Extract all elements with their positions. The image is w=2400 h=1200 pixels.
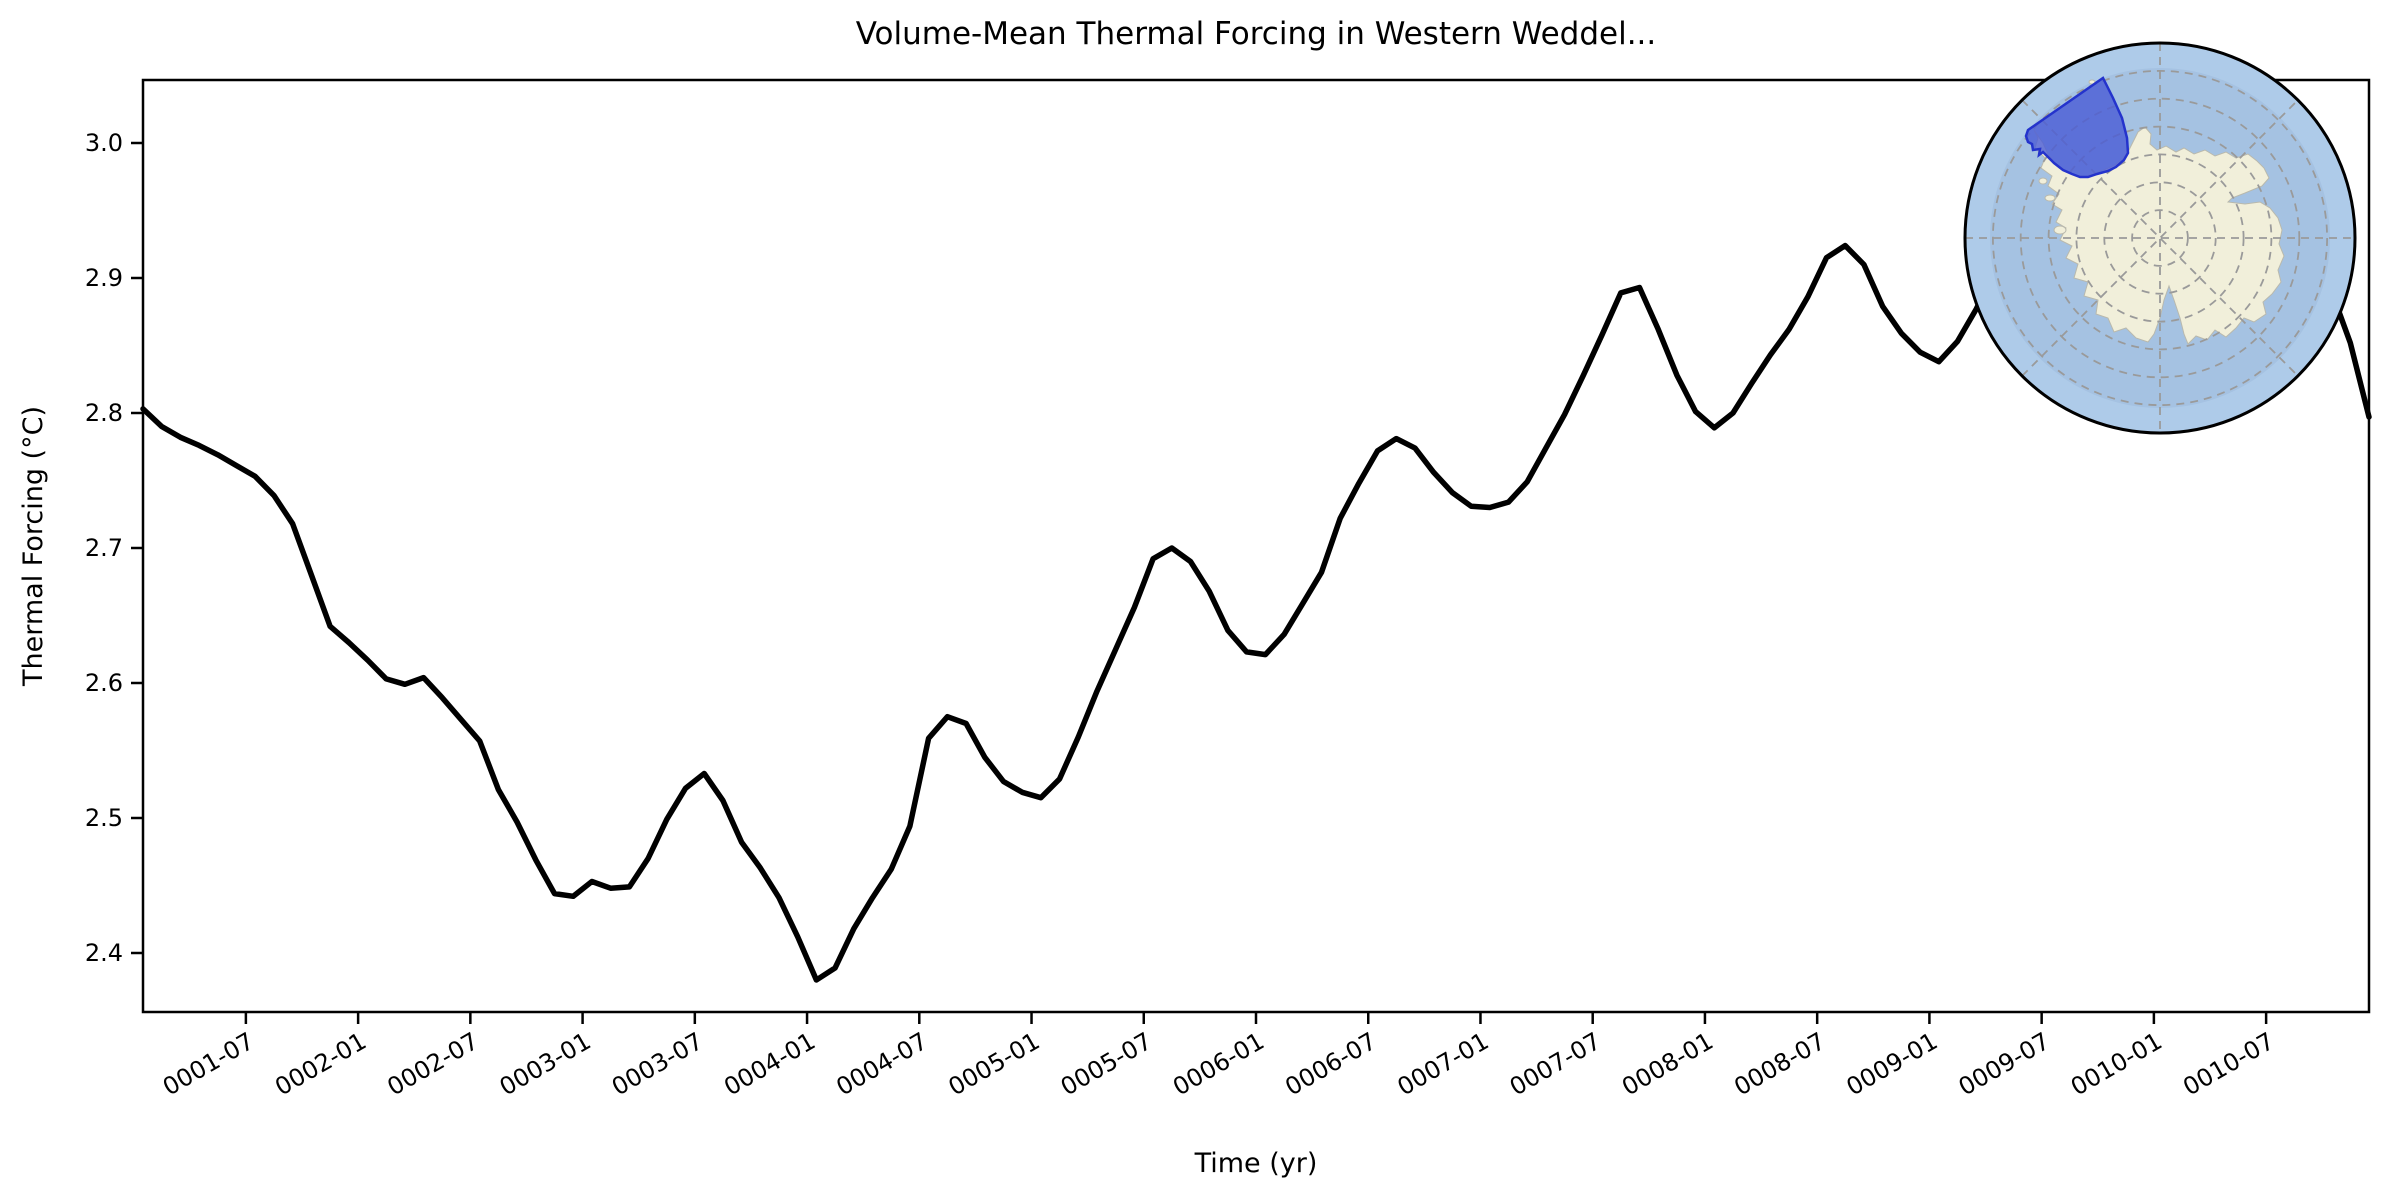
- y-tick-label: 2.6: [85, 669, 123, 697]
- x-tick-label: 0010-07: [2178, 1027, 2279, 1101]
- x-tick-label: 0010-01: [2066, 1027, 2167, 1101]
- x-tick-label: 0009-07: [1954, 1027, 2055, 1101]
- chart-title: Volume-Mean Thermal Forcing in Western W…: [856, 16, 1657, 52]
- x-tick-label: 0007-07: [1505, 1027, 1606, 1101]
- y-tick-label: 2.8: [85, 399, 123, 427]
- x-tick-label: 0007-01: [1393, 1027, 1494, 1101]
- x-tick-label: 0002-01: [270, 1027, 371, 1101]
- y-axis-label: Thermal Forcing (°C): [18, 406, 49, 687]
- inset-map-antarctica: [1963, 41, 2357, 435]
- y-tick-label: 2.9: [85, 264, 123, 292]
- graticule-lines: [1965, 43, 2355, 433]
- y-tick-label: 2.5: [85, 804, 123, 832]
- y-tick-label: 2.4: [85, 939, 123, 967]
- y-tick-label: 3.0: [85, 129, 123, 157]
- x-tick-label: 0008-07: [1729, 1027, 1830, 1101]
- x-tick-label: 0009-01: [1842, 1027, 1943, 1101]
- x-tick-label: 0004-07: [831, 1027, 932, 1101]
- x-axis-label: Time (yr): [1194, 1148, 1318, 1179]
- x-tick-label: 0002-07: [383, 1027, 484, 1101]
- x-tick-label: 0006-07: [1280, 1027, 1381, 1101]
- highlighted-region: [2024, 76, 2130, 179]
- x-tick-label: 0008-01: [1617, 1027, 1718, 1101]
- x-tick-label: 0005-01: [944, 1027, 1045, 1101]
- inset-outline-circle: [1963, 41, 2357, 435]
- y-axis-ticks: 2.4 2.5 2.6 2.7 2.8 2.9 3.0: [85, 129, 143, 967]
- x-tick-label: 0006-01: [1168, 1027, 1269, 1101]
- y-tick-label: 2.7: [85, 534, 123, 562]
- x-tick-label: 0001-07: [158, 1027, 259, 1101]
- x-tick-label: 0003-07: [607, 1027, 708, 1101]
- x-tick-label: 0003-01: [495, 1027, 596, 1101]
- x-tick-label: 0005-07: [1056, 1027, 1157, 1101]
- x-tick-label: 0004-01: [719, 1027, 820, 1101]
- x-axis-ticks: 0001-07 0002-01 0002-07 0003-01 0003-07 0004-…: [158, 1012, 2279, 1101]
- offshore-islands: [2038, 79, 2096, 235]
